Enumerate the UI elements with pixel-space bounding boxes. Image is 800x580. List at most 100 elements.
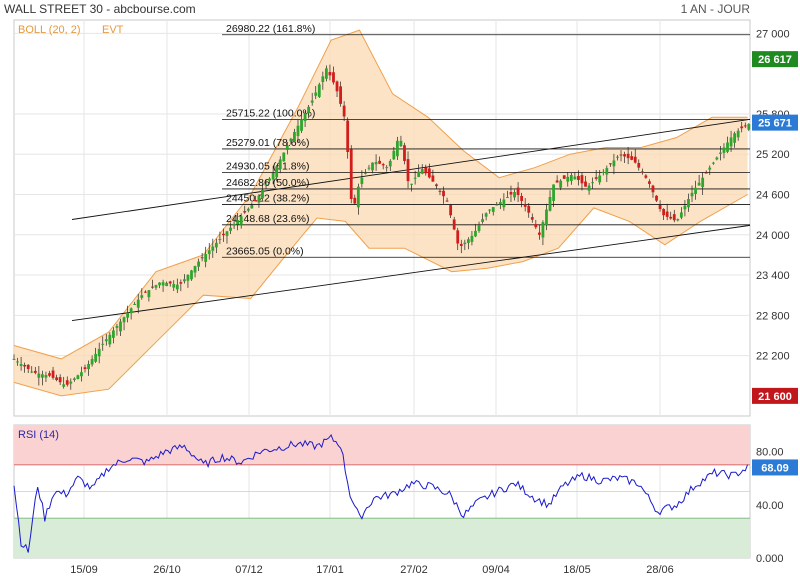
candle-body <box>104 339 108 342</box>
candle-body <box>12 358 16 360</box>
candle-body <box>111 330 115 338</box>
candle-body <box>239 216 243 225</box>
candle-body <box>367 167 371 169</box>
candle-body <box>715 157 719 160</box>
candle-body <box>704 172 708 174</box>
candle-body <box>648 181 651 184</box>
candle-body <box>562 175 566 179</box>
price-tick-label: 25 200 <box>756 149 790 161</box>
candle-body <box>459 243 463 246</box>
rsi-tick-label: 80.00 <box>756 447 784 459</box>
candle-body <box>747 124 751 130</box>
candle-body <box>729 137 733 147</box>
candle-body <box>736 130 740 138</box>
candle-body <box>271 172 275 180</box>
candle-body <box>232 223 236 225</box>
price-tick-label: 22 800 <box>756 310 790 322</box>
candle-body <box>506 197 509 199</box>
candle-body <box>133 303 137 305</box>
rsi-value-label: 68.09 <box>761 462 789 474</box>
candle-body <box>452 219 456 230</box>
candle-body <box>140 295 144 298</box>
value-badge <box>752 51 798 68</box>
candle-body <box>26 364 30 370</box>
candle-body <box>33 370 37 373</box>
x-tick-label: 27/02 <box>400 564 428 576</box>
candle-body <box>307 106 311 114</box>
candle-body <box>591 182 595 184</box>
candle-body <box>207 250 211 255</box>
candle-body <box>403 145 406 161</box>
rsi-oversold-zone <box>14 518 750 558</box>
candle-body <box>385 167 389 169</box>
candle-body <box>466 239 470 243</box>
candle-body <box>328 71 332 76</box>
candle-body <box>608 163 612 165</box>
candle-body <box>474 230 477 237</box>
fibonacci-label: 25715.22 (100.0%) <box>226 108 315 120</box>
candle-body <box>55 377 58 381</box>
candle-body <box>498 202 502 205</box>
price-tick-label: 23 400 <box>756 270 790 282</box>
candle-body <box>527 205 531 213</box>
price-tick-label: 24 600 <box>756 190 790 202</box>
candle-body <box>655 195 658 201</box>
fibonacci-label: 26980.22 (161.8%) <box>226 23 315 35</box>
candle-body <box>509 192 513 195</box>
candle-body <box>545 209 548 225</box>
candle-body <box>616 156 619 158</box>
candle-body <box>640 171 644 173</box>
candle-body <box>584 181 587 187</box>
candle-body <box>76 375 80 379</box>
candle-body <box>569 175 573 181</box>
candle-body <box>711 162 715 164</box>
candle-body <box>40 374 44 378</box>
candle-body <box>690 192 694 197</box>
candle-body <box>513 191 516 198</box>
fibonacci-label: 24930.05 (61.8%) <box>226 160 309 172</box>
x-tick-label: 28/06 <box>646 564 674 576</box>
candle-body <box>62 384 66 387</box>
candle-body <box>261 189 264 199</box>
candle-body <box>424 167 428 174</box>
candle-body <box>481 219 484 222</box>
candle-body <box>119 321 122 332</box>
candle-body <box>339 86 342 104</box>
candle-body <box>719 152 722 154</box>
candle-body <box>651 185 655 193</box>
candle-body <box>136 299 140 308</box>
x-tick-label: 17/01 <box>316 564 344 576</box>
candle-body <box>410 183 413 185</box>
candle-body <box>371 162 374 171</box>
candle-body <box>413 177 417 179</box>
candle-body <box>594 177 598 179</box>
candle-body <box>605 168 609 175</box>
candle-body <box>431 175 435 182</box>
candle-body <box>335 81 339 92</box>
candle-body <box>165 282 169 287</box>
candle-body <box>601 171 605 173</box>
candle-body <box>701 177 705 188</box>
candle-body <box>293 132 296 142</box>
candle-body <box>90 358 94 365</box>
candle-body <box>484 213 488 217</box>
candle-body <box>257 195 261 203</box>
candle-body <box>101 343 105 345</box>
value-badge-label: 25 671 <box>758 118 792 130</box>
candle-body <box>477 224 481 231</box>
candle-body <box>662 208 666 216</box>
candle-body <box>360 177 364 184</box>
candle-body <box>51 370 55 378</box>
candle-body <box>87 363 90 370</box>
candle-body <box>143 291 147 293</box>
x-tick-label: 18/05 <box>563 564 591 576</box>
candle-body <box>175 284 179 290</box>
candle-body <box>151 286 154 288</box>
candle-body <box>573 176 577 180</box>
candle-body <box>236 220 240 225</box>
candle-body <box>346 120 350 152</box>
bollinger-upper-line <box>13 29 748 360</box>
candle-body <box>395 140 399 157</box>
x-tick-label: 09/04 <box>482 564 510 576</box>
